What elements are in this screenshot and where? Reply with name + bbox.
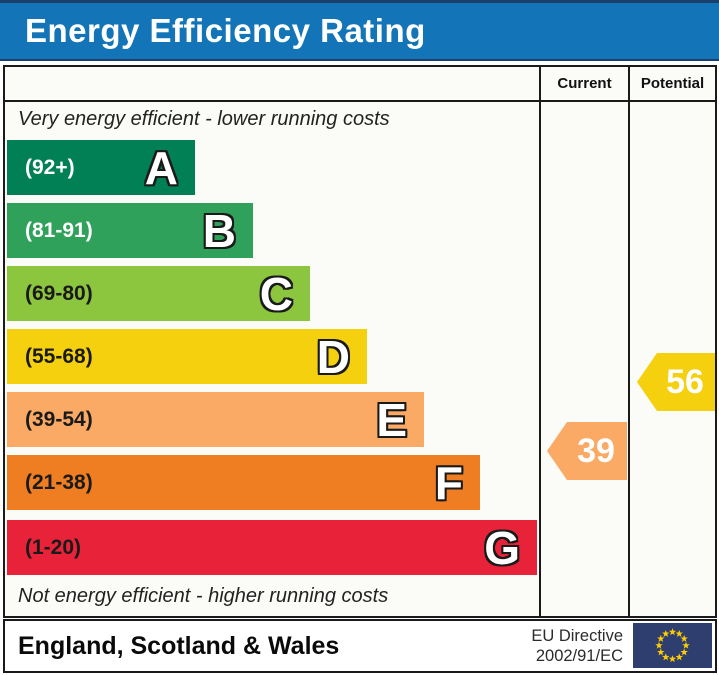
top-note: Very energy efficient - lower running co… (18, 108, 390, 130)
eu-flag-icon (633, 623, 712, 668)
column-divider-current (539, 67, 541, 616)
band-g: (1-20) G (7, 520, 537, 575)
current-rating-arrow: 39 (547, 422, 627, 480)
band-letter: A (144, 141, 178, 194)
band-range: (69-80) (25, 281, 93, 305)
band-c: (69-80) C (7, 266, 310, 321)
current-rating-value: 39 (577, 431, 615, 470)
band-range: (55-68) (25, 344, 93, 368)
band-letter: C (259, 267, 293, 320)
title-bar: Energy Efficiency Rating (0, 0, 719, 61)
column-divider-potential (628, 67, 630, 616)
band-range: (92+) (25, 155, 75, 179)
band-letter: B (202, 204, 236, 257)
band-d: (55-68) D (7, 329, 367, 384)
eu-directive-line2: 2002/91/EC (535, 647, 623, 665)
band-letter: D (316, 330, 350, 383)
energy-efficiency-chart: Current Potential Very energy efficient … (3, 65, 717, 618)
column-header-current: Current (557, 75, 612, 92)
band-range: (21-38) (25, 470, 93, 494)
band-range: (1-20) (25, 535, 82, 559)
band-letter: F (434, 456, 463, 509)
band-f: (21-38) F (7, 455, 480, 510)
eu-directive-line1: EU Directive (531, 627, 623, 645)
band-letter: G (484, 521, 520, 574)
potential-rating-arrow: 56 (637, 353, 715, 411)
band-range: (39-54) (25, 407, 93, 431)
region-label: England, Scotland & Wales (18, 632, 340, 660)
band-e: (39-54) E (7, 392, 424, 447)
column-header-potential: Potential (640, 75, 705, 92)
band-letter: E (376, 393, 407, 446)
eu-directive-label: EU Directive 2002/91/EC (531, 626, 623, 666)
bottom-note: Not energy efficient - higher running co… (18, 585, 389, 607)
band-b: (81-91) B (7, 203, 253, 258)
page-title: Energy Efficiency Rating (25, 12, 426, 49)
band-range: (81-91) (25, 218, 93, 242)
band-a: (92+) A (7, 140, 195, 195)
header-divider (5, 100, 715, 102)
potential-rating-value: 56 (666, 362, 704, 401)
footer: England, Scotland & Wales EU Directive 2… (3, 619, 717, 673)
